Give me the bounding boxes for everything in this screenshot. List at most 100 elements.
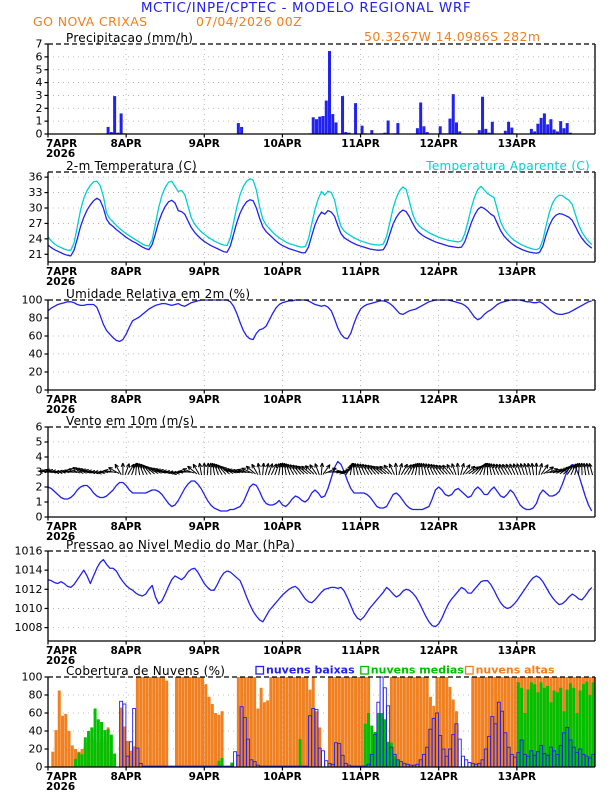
bar <box>448 686 452 767</box>
data-line <box>47 299 592 343</box>
bar <box>415 128 419 134</box>
y-tick-label: 60 <box>29 330 43 343</box>
panel-pressure: 1008 1010 1012 1014 1016 7APR 8APR 9APR 10APR 11A… <box>15 538 596 667</box>
station-name: GO NOVA CRIXAS <box>33 14 148 29</box>
bar <box>409 677 413 767</box>
bar <box>546 124 550 134</box>
x-tick-label: 9APR <box>189 394 220 406</box>
bar <box>406 677 410 767</box>
bar <box>425 132 429 134</box>
wind-arrow <box>516 463 522 476</box>
bar <box>314 119 318 134</box>
y-tick-label: 0 <box>36 511 43 524</box>
bar <box>288 677 292 767</box>
bar <box>432 705 436 767</box>
x-tick-label: 10APR <box>263 771 302 783</box>
bar <box>344 132 348 134</box>
bar <box>158 677 162 767</box>
bar <box>96 719 100 767</box>
bar <box>503 677 507 767</box>
bar <box>536 692 540 767</box>
wind-arrow <box>245 465 256 475</box>
bar <box>311 677 315 767</box>
y-tick-label: 20 <box>29 366 43 379</box>
bar <box>204 684 208 767</box>
bar <box>565 123 569 134</box>
bar <box>555 131 559 134</box>
wind-arrow <box>538 462 544 476</box>
bar <box>246 677 250 767</box>
y-tick-label: 3 <box>36 89 43 102</box>
x-tick-label: 9APR <box>189 138 220 150</box>
x-tick-label: 11APR <box>341 521 380 533</box>
wind-arrow <box>114 463 122 475</box>
bar <box>106 126 110 134</box>
bar <box>445 677 449 767</box>
x-tick-label: 10APR <box>263 138 302 150</box>
bar <box>497 677 501 767</box>
bar <box>331 677 335 767</box>
bar <box>389 677 393 767</box>
bar <box>539 117 543 134</box>
bar <box>240 677 244 767</box>
bar <box>510 677 514 767</box>
x-tick-label: 8APR <box>111 771 142 783</box>
bar <box>370 130 374 134</box>
y-tick-label: 5 <box>36 436 43 449</box>
bar <box>578 690 582 767</box>
bar <box>74 749 78 767</box>
wind-arrow <box>398 462 404 476</box>
bar <box>438 126 442 134</box>
x-tick-label: 13APR <box>498 138 537 150</box>
x-tick-label: 7APR <box>46 138 77 150</box>
wind-arrow <box>393 462 399 476</box>
bar <box>295 677 299 767</box>
bar <box>503 130 507 134</box>
wind-arrow <box>588 462 594 476</box>
bar <box>415 677 419 767</box>
panel-temperature: 21 24 27 30 33 36 7APR 8APR 9APR 10APR 11APR 12APR 1… <box>29 159 596 288</box>
wind-arrow <box>103 468 117 474</box>
wind-arrow <box>446 463 454 475</box>
bar <box>184 677 188 767</box>
bar <box>562 711 566 767</box>
x-axis-year: 2026 <box>46 655 75 667</box>
bar <box>555 692 559 767</box>
y-tick-label: 0 <box>36 128 43 141</box>
wind-arrow <box>304 465 315 475</box>
wind-arrow <box>465 465 476 475</box>
bar <box>396 677 400 767</box>
y-tick-label: 1012 <box>15 583 43 596</box>
wind-arrow <box>512 463 519 476</box>
wind-arrow <box>526 462 532 476</box>
y-tick-label: 33 <box>29 186 43 199</box>
y-tick-label: 4 <box>36 76 43 89</box>
bar <box>174 677 178 767</box>
x-tick-label: 7APR <box>46 645 77 657</box>
y-tick-label: 40 <box>29 348 43 361</box>
y-tick-label: 1016 <box>15 545 43 558</box>
wind-arrow <box>241 467 253 474</box>
bar <box>363 677 367 767</box>
x-tick-label: 12APR <box>419 138 458 150</box>
bar <box>386 741 390 767</box>
bar <box>236 677 240 767</box>
bar <box>552 690 556 767</box>
y-tick-label: 100 <box>22 671 43 684</box>
bar <box>139 677 143 767</box>
panel-title-clouds: Cobertura de Nuvens (%) <box>66 664 225 678</box>
bar <box>559 687 563 767</box>
wind-arrow <box>519 463 525 476</box>
bar <box>256 708 260 767</box>
bar <box>435 677 439 767</box>
bar <box>57 690 61 767</box>
panel-title-humidity: Umidade Relativa em 2m (%) <box>66 287 250 301</box>
x-tick-label: 12APR <box>419 394 458 406</box>
bar <box>334 677 338 767</box>
bar <box>70 745 74 767</box>
bar <box>113 96 117 134</box>
bar <box>474 677 478 767</box>
bar <box>243 677 247 767</box>
wind-arrow <box>543 466 554 475</box>
